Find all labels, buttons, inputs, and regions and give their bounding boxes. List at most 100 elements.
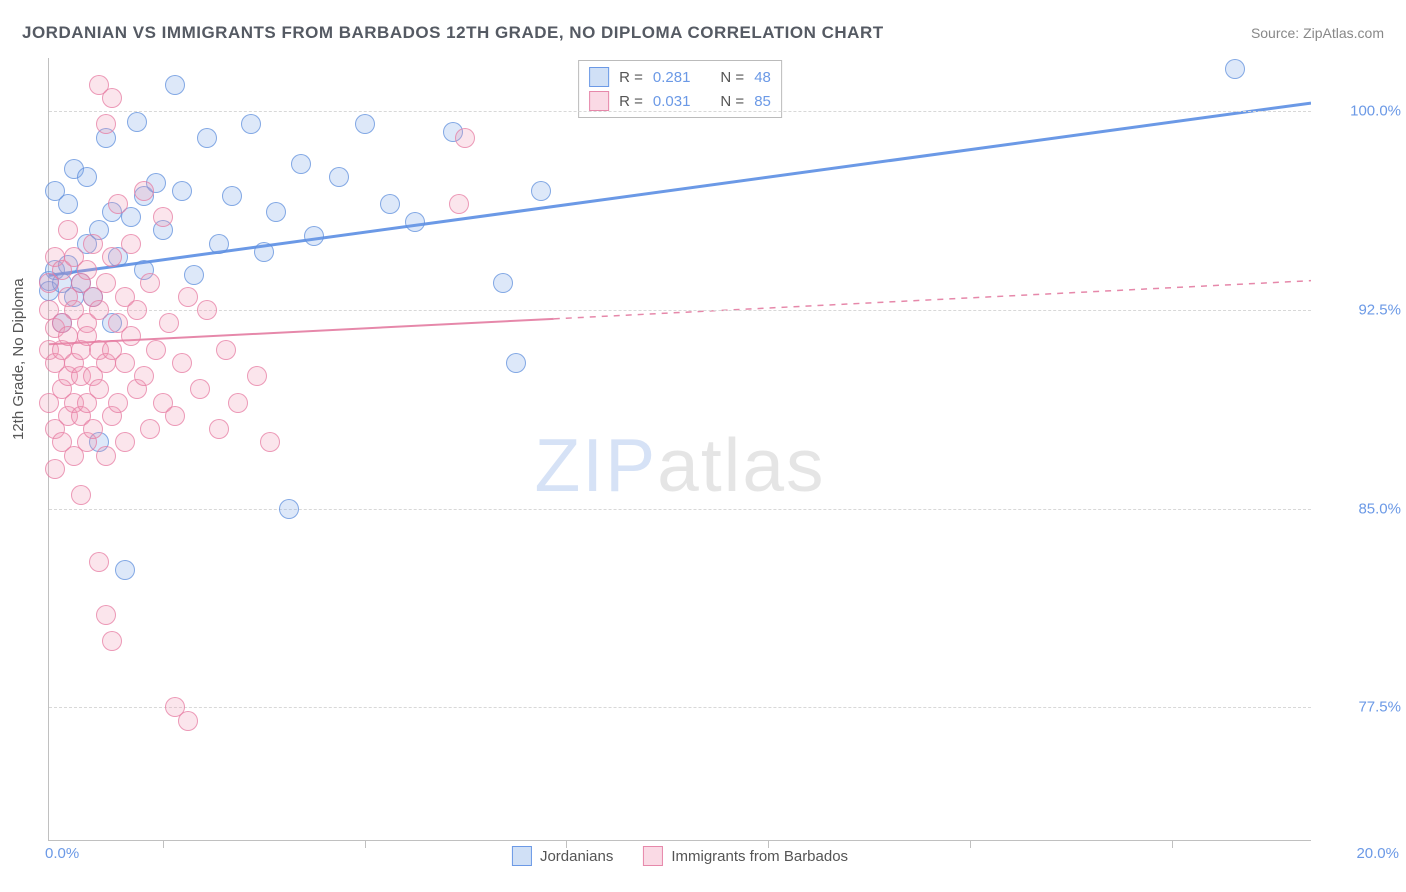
scatter-point [405,212,425,232]
scatter-point [165,406,185,426]
scatter-point [380,194,400,214]
scatter-point [140,273,160,293]
r-label: R = [619,69,643,86]
scatter-point [209,419,229,439]
scatter-point [493,273,513,293]
scatter-point [134,366,154,386]
scatter-point [531,181,551,201]
trend-line [554,281,1311,319]
scatter-point [291,154,311,174]
scatter-point [153,207,173,227]
scatter-point [121,326,141,346]
scatter-point [121,234,141,254]
scatter-point [102,88,122,108]
swatch-blue-icon [512,846,532,866]
scatter-point [77,260,97,280]
gridline-h [49,707,1311,708]
scatter-point [102,631,122,651]
n-label: N = [720,93,744,110]
x-tick [365,840,366,848]
x-max-label: 20.0% [1356,845,1399,862]
x-tick [970,840,971,848]
bottom-legend: Jordanians Immigrants from Barbados [512,846,848,866]
scatter-point [178,287,198,307]
scatter-point [146,340,166,360]
chart-title: JORDANIAN VS IMMIGRANTS FROM BARBADOS 12… [22,23,884,43]
gridline-h [49,310,1311,311]
scatter-point [96,273,116,293]
scatter-point [115,432,135,452]
scatter-point [247,366,267,386]
scatter-point [115,353,135,373]
scatter-point [108,194,128,214]
scatter-point [329,167,349,187]
scatter-point [89,300,109,320]
y-tick-label: 92.5% [1316,301,1401,318]
r-value-pink: 0.031 [653,93,691,110]
source-attribution: Source: ZipAtlas.com [1251,25,1384,41]
x-origin-label: 0.0% [45,845,79,862]
scatter-point [222,186,242,206]
y-tick-label: 100.0% [1316,103,1401,120]
watermark: ZIPatlas [534,422,825,508]
scatter-point [197,128,217,148]
scatter-point [96,446,116,466]
r-value-blue: 0.281 [653,69,691,86]
header: JORDANIAN VS IMMIGRANTS FROM BARBADOS 12… [22,18,1384,48]
scatter-point [455,128,475,148]
y-tick-label: 77.5% [1316,699,1401,716]
scatter-point [134,181,154,201]
scatter-point [45,459,65,479]
scatter-point [254,242,274,262]
scatter-point [216,340,236,360]
scatter-point [89,379,109,399]
n-label: N = [720,69,744,86]
stats-legend-box: R = 0.281 N = 48 R = 0.031 N = 85 [578,60,782,118]
scatter-point [71,485,91,505]
scatter-point [506,353,526,373]
scatter-point [172,353,192,373]
scatter-point [127,112,147,132]
y-tick-label: 85.0% [1316,500,1401,517]
legend-item-blue: Jordanians [512,846,613,866]
scatter-point [102,247,122,267]
scatter-point [304,226,324,246]
scatter-point [83,419,103,439]
x-tick [1172,840,1173,848]
scatter-point [77,167,97,187]
stats-row-blue: R = 0.281 N = 48 [589,65,771,89]
legend-item-pink: Immigrants from Barbados [643,846,848,866]
legend-label-blue: Jordanians [540,848,613,865]
y-axis-label: 12th Grade, No Diploma [10,278,27,440]
scatter-point [178,711,198,731]
swatch-pink-icon [589,91,609,111]
scatter-point [184,265,204,285]
gridline-h [49,111,1311,112]
scatter-point [260,432,280,452]
plot-container: ZIPatlas R = 0.281 N = 48 R = 0.031 N = … [48,58,1310,840]
x-tick [163,840,164,848]
stats-row-pink: R = 0.031 N = 85 [589,89,771,113]
scatter-point [96,605,116,625]
scatter-point [266,202,286,222]
scatter-point [83,234,103,254]
scatter-point [449,194,469,214]
scatter-point [108,393,128,413]
x-tick [768,840,769,848]
n-value-blue: 48 [754,69,771,86]
scatter-point [96,114,116,134]
swatch-blue-icon [589,67,609,87]
scatter-point [228,393,248,413]
gridline-h [49,509,1311,510]
scatter-point [58,194,78,214]
scatter-point [190,379,210,399]
scatter-point [209,234,229,254]
x-tick [566,840,567,848]
scatter-point [241,114,261,134]
n-value-pink: 85 [754,93,771,110]
legend-label-pink: Immigrants from Barbados [671,848,848,865]
scatter-point [172,181,192,201]
swatch-pink-icon [643,846,663,866]
scatter-point [159,313,179,333]
scatter-point [1225,59,1245,79]
